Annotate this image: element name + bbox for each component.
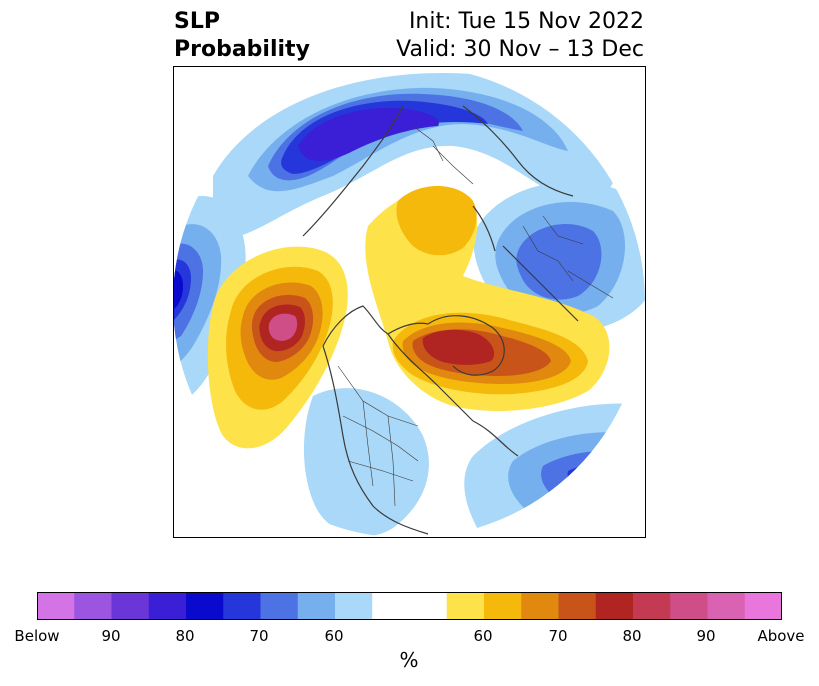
- below-region-west: [173, 196, 246, 406]
- colorbar-label-above-90: 90: [696, 627, 716, 645]
- colorbar-cell-below-1: [74, 592, 112, 620]
- colorbar-cell-below-2: [111, 592, 150, 620]
- field-layer: [173, 66, 645, 538]
- colorbar-label-below-70: 70: [249, 627, 269, 645]
- below-region-north: [213, 72, 616, 238]
- colorbar-label-below-60: 60: [324, 627, 344, 645]
- colorbar-label-above-60: 60: [473, 627, 493, 645]
- chart-title: SLP Probability: [174, 8, 310, 64]
- valid-range: Valid: 30 Nov – 13 Dec: [396, 37, 644, 62]
- colorbar-cell-below-4: [186, 592, 224, 620]
- colorbar: [37, 592, 782, 620]
- colorbar-cell-below-5: [223, 592, 261, 620]
- above-region-atlantic: [365, 186, 610, 411]
- date-info: Init: Tue 15 Nov 2022 Valid: 30 Nov – 13…: [396, 8, 644, 64]
- colorbar-cell-neutral: [372, 592, 448, 620]
- borders: [337, 125, 614, 507]
- colorbar-label-above-80: 80: [622, 627, 642, 645]
- below-region-namerica: [303, 388, 429, 537]
- colorbar-cell-above-6: [670, 592, 708, 620]
- colorbar-label-below-90: 90: [101, 627, 121, 645]
- colorbar-cell-below-8: [335, 592, 373, 620]
- colorbar-cell-above-3: [558, 592, 597, 620]
- colorbar-cell-above-2: [521, 592, 559, 620]
- product-label: Probability: [174, 37, 310, 62]
- colorbar-cell-below-6: [260, 592, 299, 620]
- coastlines: [302, 105, 579, 535]
- colorbar-cell-above-0: [446, 592, 485, 620]
- colorbar-label-above-70: 70: [548, 627, 568, 645]
- colorbar-label-below-80: 80: [175, 627, 195, 645]
- init-date: Init: Tue 15 Nov 2022: [408, 9, 644, 34]
- colorbar-cell-above-4: [595, 592, 634, 620]
- variable-label: SLP: [174, 9, 220, 34]
- colorbar-label-below: Below: [14, 627, 60, 645]
- colorbar-cell-below-0: [37, 592, 75, 620]
- above-region-pacific: [207, 246, 348, 449]
- colorbar-label-above: Above: [757, 627, 805, 645]
- colorbar-cell-above-8: [744, 592, 782, 620]
- colorbar-cell-below-7: [297, 592, 336, 620]
- colorbar-cell-above-7: [707, 592, 746, 620]
- map-frame: [173, 66, 646, 538]
- probability-map: [173, 66, 646, 538]
- colorbar-cell-above-1: [484, 592, 522, 620]
- colorbar-cell-above-5: [633, 592, 671, 620]
- colorbar-unit: %: [399, 648, 419, 672]
- colorbar-cell-below-3: [148, 592, 187, 620]
- colorbar-frame: [37, 592, 782, 620]
